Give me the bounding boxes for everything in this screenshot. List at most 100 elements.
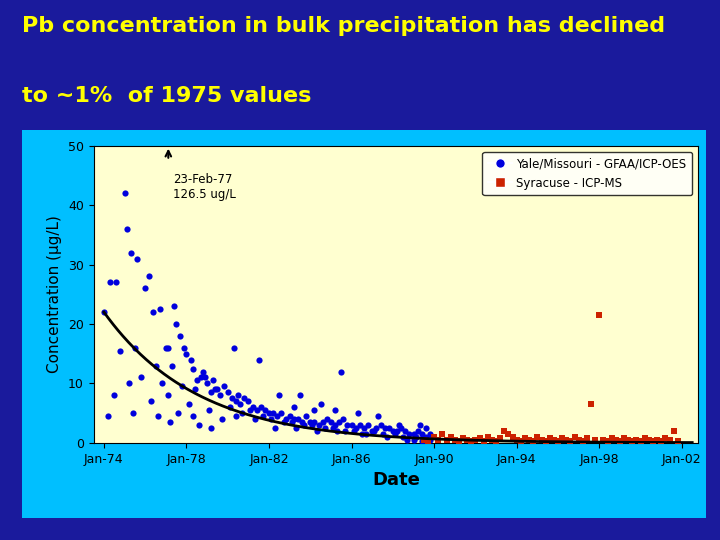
Point	[143, 272, 155, 281]
Point	[129, 343, 140, 352]
Point	[333, 418, 345, 427]
Point	[119, 189, 130, 198]
Text: Pb concentration in bulk precipitation has declined: Pb concentration in bulk precipitation h…	[22, 16, 665, 36]
Point	[164, 418, 176, 427]
Point	[348, 427, 359, 435]
Point	[515, 437, 526, 445]
Point	[226, 394, 238, 403]
Point	[266, 415, 277, 423]
Point	[271, 411, 283, 420]
Point	[276, 409, 287, 417]
Point	[564, 437, 576, 445]
Point	[309, 418, 320, 427]
Point	[284, 411, 295, 420]
Point	[418, 435, 430, 444]
Point	[569, 433, 580, 441]
Point	[422, 437, 433, 445]
Point	[352, 409, 364, 417]
Point	[338, 415, 349, 423]
Point	[195, 373, 207, 382]
Point	[371, 423, 382, 432]
Point	[437, 430, 449, 438]
Point	[233, 391, 244, 400]
Point	[251, 406, 262, 415]
Point	[193, 421, 204, 429]
Point	[366, 427, 378, 435]
Point	[374, 421, 386, 429]
Point	[598, 435, 609, 444]
Point	[418, 435, 430, 444]
Point	[154, 305, 166, 313]
Point	[647, 437, 659, 445]
Point	[469, 435, 481, 444]
Point	[236, 409, 248, 417]
Point	[581, 434, 593, 442]
Point	[390, 430, 401, 438]
Point	[404, 430, 415, 438]
Point	[321, 415, 333, 423]
Point	[305, 418, 316, 427]
Point	[408, 430, 419, 438]
Point	[216, 415, 228, 423]
Point	[160, 343, 171, 352]
Point	[288, 415, 300, 423]
Point	[145, 397, 157, 406]
Point	[197, 367, 209, 376]
Point	[377, 430, 388, 438]
Point	[474, 434, 485, 442]
Point	[397, 433, 409, 441]
Point	[445, 433, 456, 441]
Point	[123, 379, 135, 388]
Point	[230, 411, 242, 420]
Point	[664, 435, 675, 444]
Point	[224, 403, 235, 411]
Point	[255, 403, 266, 411]
Point	[531, 433, 543, 441]
Point	[315, 400, 326, 408]
Point	[309, 406, 320, 415]
Point	[329, 406, 341, 415]
Point	[557, 434, 568, 442]
Point	[360, 430, 372, 438]
Point	[238, 394, 250, 403]
Point	[222, 388, 233, 396]
Point	[264, 409, 275, 417]
Point	[325, 418, 337, 427]
X-axis label: Date: Date	[372, 471, 420, 489]
Point	[249, 415, 261, 423]
Point	[199, 373, 211, 382]
Point	[294, 391, 306, 400]
Point	[478, 437, 490, 445]
Point	[561, 435, 572, 444]
Point	[618, 434, 630, 442]
Point	[329, 421, 341, 429]
Point	[420, 423, 432, 432]
Point	[152, 411, 163, 420]
Point	[278, 418, 289, 427]
Point	[267, 409, 279, 417]
Point	[462, 435, 473, 444]
Point	[173, 409, 184, 417]
Point	[328, 423, 339, 432]
Point	[356, 430, 368, 438]
Point	[482, 433, 494, 441]
Point	[286, 418, 297, 427]
Point	[205, 388, 217, 396]
Point	[655, 437, 667, 445]
Point	[379, 423, 390, 432]
Point	[369, 427, 380, 435]
Point	[424, 430, 436, 438]
Point	[111, 278, 122, 287]
Point	[626, 437, 638, 445]
Point	[623, 435, 634, 444]
Point	[181, 349, 192, 358]
Point	[652, 435, 663, 444]
Point	[179, 343, 190, 352]
Point	[428, 433, 440, 441]
Point	[243, 397, 254, 406]
Point	[317, 418, 328, 427]
Point	[519, 434, 531, 442]
Point	[207, 376, 219, 384]
Point	[590, 435, 601, 444]
Point	[135, 373, 147, 382]
